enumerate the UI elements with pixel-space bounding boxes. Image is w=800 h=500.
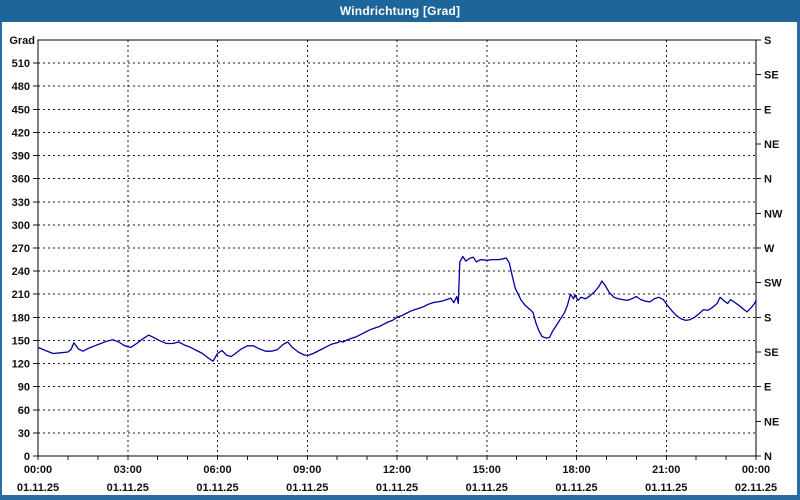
y-axis-tick-label: 270 bbox=[12, 243, 30, 255]
y-axis-tick-label: 240 bbox=[12, 266, 30, 278]
x-axis-time-label: 00:00 bbox=[742, 464, 770, 476]
y-axis-tick-label: 180 bbox=[12, 312, 30, 324]
x-axis-time-label: 12:00 bbox=[383, 464, 411, 476]
compass-label: SE bbox=[764, 70, 779, 82]
y-axis-tick-label: 450 bbox=[12, 104, 30, 116]
compass-label: W bbox=[764, 243, 775, 255]
x-axis-date-label: 02.11.25 bbox=[735, 482, 777, 494]
y-axis-tick-label: 120 bbox=[12, 359, 30, 371]
compass-label: NW bbox=[764, 208, 783, 220]
compass-label: S bbox=[764, 312, 771, 324]
x-axis-time-label: 18:00 bbox=[562, 464, 590, 476]
y-axis-tick-label: 150 bbox=[12, 335, 30, 347]
window-border-left bbox=[0, 22, 2, 500]
x-axis-date-label: 01.11.25 bbox=[376, 482, 418, 494]
compass-label: S bbox=[764, 35, 771, 47]
x-axis-time-label: 15:00 bbox=[473, 464, 501, 476]
wind-direction-series bbox=[37, 255, 757, 362]
y-axis-tick-label: 0 bbox=[24, 451, 30, 463]
x-axis-time-label: 06:00 bbox=[203, 464, 231, 476]
x-axis-date-label: 01.11.25 bbox=[466, 482, 508, 494]
compass-label: SE bbox=[764, 347, 779, 359]
y-axis-tick-label: 210 bbox=[12, 289, 30, 301]
x-axis-time-label: 03:00 bbox=[114, 464, 142, 476]
x-axis-date-label: 01.11.25 bbox=[17, 482, 59, 494]
x-axis-time-label: 09:00 bbox=[293, 464, 321, 476]
y-axis-title: Grad bbox=[9, 35, 35, 47]
wind-direction-chart: Grad 510 480 450 420 390 360 330 300 270 240 210 180… bbox=[0, 22, 800, 495]
y-axis-tick-label: 480 bbox=[12, 81, 30, 93]
y-axis-tick-label: 420 bbox=[12, 127, 30, 139]
compass-label: E bbox=[764, 104, 771, 116]
x-axis-date-label: 01.11.25 bbox=[196, 482, 238, 494]
y-axis-tick-label: 330 bbox=[12, 197, 30, 209]
compass-label: NE bbox=[764, 416, 779, 428]
compass-label: N bbox=[764, 174, 772, 186]
x-axis-date-label: 01.11.25 bbox=[645, 482, 687, 494]
compass-label: NE bbox=[764, 139, 779, 151]
window-border-bottom bbox=[0, 495, 800, 500]
x-axis-date-label: 01.11.25 bbox=[286, 482, 328, 494]
x-axis-date-label: 01.11.25 bbox=[107, 482, 149, 494]
x-axis-date-label: 01.11.25 bbox=[555, 482, 597, 494]
y-axis-tick-label: 90 bbox=[18, 382, 30, 394]
y-axis-tick-label: 60 bbox=[18, 405, 30, 417]
compass-label: SW bbox=[764, 278, 782, 290]
compass-label: E bbox=[764, 382, 771, 394]
chart-svg: Grad510480450420390360330300270240210180… bbox=[9, 35, 783, 494]
title-bar: Windrichtung [Grad] bbox=[0, 0, 800, 22]
y-axis-tick-label: 360 bbox=[12, 174, 30, 186]
y-axis-tick-label: 30 bbox=[18, 428, 30, 440]
y-axis-tick-label: 390 bbox=[12, 151, 30, 163]
y-axis-tick-label: 300 bbox=[12, 220, 30, 232]
window-border-right bbox=[797, 22, 800, 500]
window-title: Windrichtung [Grad] bbox=[339, 4, 461, 18]
compass-label: N bbox=[764, 451, 772, 463]
x-axis-time-label: 00:00 bbox=[24, 464, 52, 476]
x-axis-time-label: 21:00 bbox=[652, 464, 680, 476]
y-axis-tick-label: 510 bbox=[12, 58, 30, 70]
